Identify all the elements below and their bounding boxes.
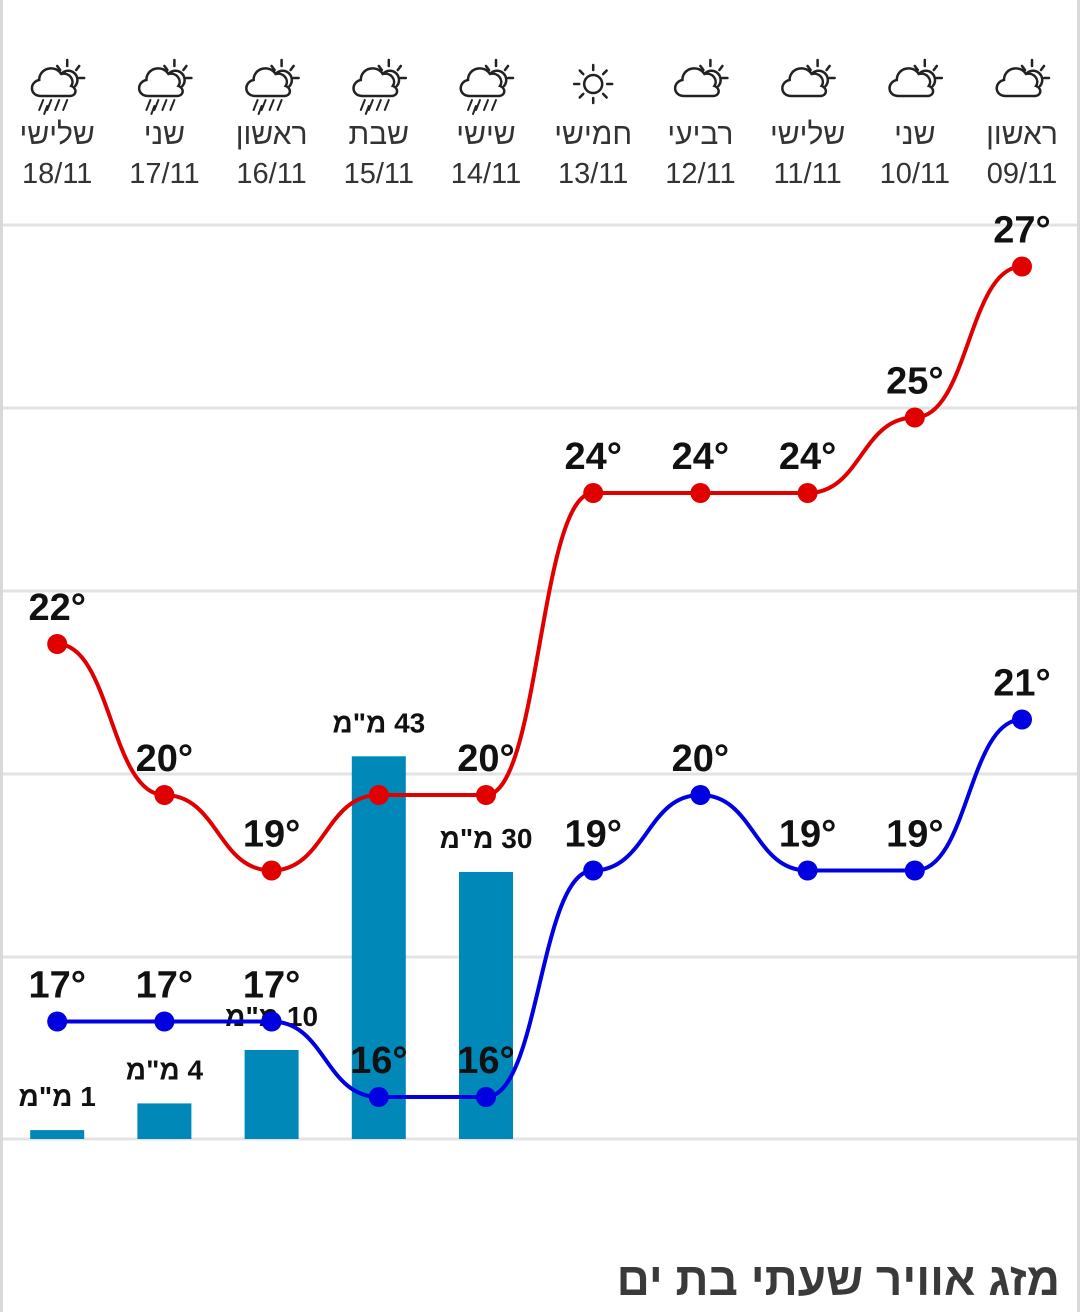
- temp-label-max: 22°: [28, 587, 85, 629]
- data-point-max: [904, 407, 925, 428]
- temp-label-min: 17°: [243, 965, 300, 1007]
- data-point-min: [690, 785, 711, 805]
- temp-label-min: 21°: [993, 663, 1050, 705]
- data-point-max: [476, 785, 496, 805]
- page-title: מזג אוויר שעתי בת ים: [616, 1253, 1060, 1305]
- data-point-max: [261, 860, 282, 881]
- day-name: שלישי: [770, 118, 845, 151]
- temp-label-max: 27°: [993, 210, 1050, 252]
- temp-label-min: 17°: [136, 965, 193, 1007]
- data-point-max: [47, 634, 68, 654]
- data-point-max: [368, 785, 389, 805]
- day-date: 14/11: [451, 158, 521, 190]
- temp-label-min: 17°: [28, 965, 85, 1007]
- sun-icon: [572, 63, 614, 105]
- temp-label-min: 19°: [886, 814, 943, 856]
- day-name: רביעי: [667, 118, 733, 151]
- temp-label-max: 24°: [564, 436, 621, 478]
- day-date: 17/11: [129, 158, 199, 190]
- rain-icon: [245, 58, 300, 115]
- rain-bar: [137, 1103, 192, 1139]
- day-name: שישי: [456, 118, 515, 151]
- data-point-min: [1012, 709, 1032, 730]
- rain-icon: [30, 58, 86, 115]
- data-point-max: [154, 785, 175, 805]
- partly-cloudy-icon: [781, 58, 836, 98]
- day-date: 18/11: [22, 158, 92, 190]
- gridlines: [3, 223, 1077, 1141]
- data-point-min: [476, 1087, 496, 1107]
- temp-label-min: 16°: [457, 1040, 514, 1082]
- data-point-max: [1012, 256, 1032, 277]
- temp-label-max: 20°: [136, 738, 193, 780]
- rain-label: 30 מ"מ: [440, 823, 533, 854]
- series-line-max: [57, 264, 1023, 873]
- temp-label-min: 20°: [672, 738, 729, 780]
- data-point-min: [797, 860, 818, 881]
- partly-cloudy-icon: [995, 58, 1051, 98]
- rain-bar: [351, 756, 406, 1139]
- rain-icon: [459, 58, 515, 115]
- day-name: חמישי: [554, 118, 632, 151]
- rain-label: 1 מ"מ: [19, 1081, 96, 1112]
- series-max: [47, 256, 1032, 881]
- temp-label-max: 25°: [886, 361, 943, 403]
- day-date: 12/11: [665, 158, 735, 190]
- rain-bar: [30, 1130, 85, 1139]
- data-point-min: [261, 1011, 282, 1032]
- temp-label-max: 20°: [457, 738, 514, 780]
- data-point-max: [690, 483, 711, 503]
- data-point-min: [368, 1087, 389, 1107]
- day-date: 10/11: [880, 158, 950, 190]
- temp-label-max: 19°: [243, 814, 300, 856]
- day-date: 16/11: [236, 158, 306, 190]
- day-name: ראשון: [236, 118, 308, 151]
- series-line-min: [57, 717, 1023, 1099]
- day-date: 11/11: [773, 158, 841, 190]
- temp-label-min: 19°: [564, 814, 621, 856]
- day-name: ראשון: [986, 118, 1058, 151]
- data-point-max: [797, 483, 818, 503]
- day-name: שבת: [349, 118, 410, 151]
- rain-label: 4 מ"מ: [126, 1054, 204, 1085]
- temp-label-min: 19°: [779, 814, 836, 856]
- data-point-min: [47, 1011, 68, 1032]
- day-name: שני: [144, 118, 185, 151]
- rain-icon: [352, 58, 408, 115]
- rain-label: 43 מ"מ: [332, 707, 425, 738]
- temp-label-max: 24°: [672, 436, 729, 478]
- temp-label-min: 16°: [350, 1040, 407, 1082]
- day-date: 09/11: [987, 158, 1057, 190]
- rain-icon: [137, 58, 193, 115]
- temp-label-max: 24°: [779, 436, 836, 478]
- partly-cloudy-icon: [673, 58, 729, 98]
- rain-bar: [244, 1050, 299, 1139]
- data-point-max: [583, 483, 604, 503]
- series-min: [47, 709, 1032, 1107]
- day-date: 15/11: [344, 158, 414, 190]
- day-name: שלישי: [20, 118, 95, 151]
- data-point-min: [583, 860, 604, 881]
- data-point-min: [904, 860, 925, 881]
- data-point-min: [154, 1011, 175, 1032]
- partly-cloudy-icon: [888, 58, 944, 98]
- day-name: שני: [894, 118, 935, 151]
- day-date: 13/11: [558, 158, 628, 190]
